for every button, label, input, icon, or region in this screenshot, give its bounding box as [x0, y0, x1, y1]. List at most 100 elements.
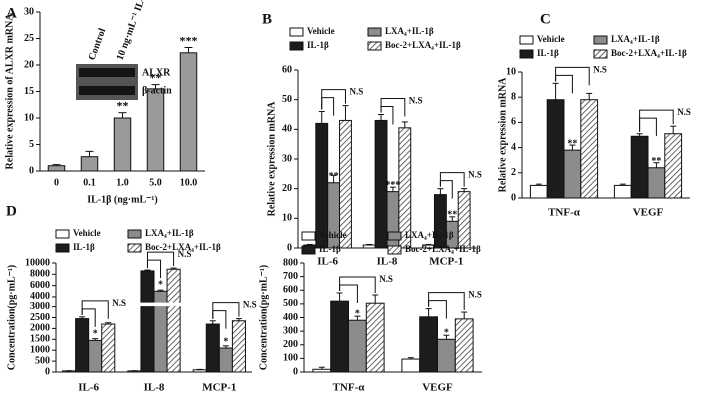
y-tick-label: 200	[283, 339, 298, 350]
y-tick-label: 0	[293, 366, 298, 377]
legend-swatch	[301, 245, 316, 255]
bracket	[555, 66, 590, 86]
bracket	[439, 172, 465, 187]
significance: ***	[180, 33, 198, 47]
legend-swatch	[301, 231, 316, 241]
y-tick-label: 6000	[30, 280, 50, 291]
comparison-label: N.S	[243, 300, 257, 310]
x-tick-label: VEGF	[422, 382, 453, 394]
y-tick-label: 3000	[30, 301, 50, 312]
legend-label: Boc-2+LXA₄+IL-1β	[385, 40, 461, 50]
comparison-label: N.S	[468, 290, 482, 300]
significance: *	[355, 309, 360, 320]
axis-break	[166, 302, 182, 307]
legend-swatch	[55, 243, 70, 253]
bar	[401, 358, 421, 373]
bar	[647, 167, 666, 199]
y-tick-label: 0	[29, 165, 34, 176]
y-tick-label: 1000	[30, 344, 50, 355]
lane-label: 10 ng·mL⁻¹ IL-1β	[115, 0, 151, 62]
blot-band	[79, 68, 135, 77]
band-label: β-actin	[142, 85, 172, 96]
bracket	[321, 89, 346, 110]
y-tick-label: 25	[24, 33, 34, 44]
significance: *	[158, 280, 163, 291]
y-tick-label: 20	[24, 59, 34, 70]
bar	[454, 318, 474, 373]
comparison-label: N.S	[178, 249, 192, 259]
y-tick-label: 2000	[30, 323, 50, 334]
legend-label: Boc-2+LXA₄+IL-1β	[611, 48, 687, 58]
bar	[146, 88, 165, 172]
x-tick-label: IL-8	[377, 256, 398, 268]
y-tick-label: 30	[282, 153, 292, 164]
legend-swatch	[593, 49, 608, 59]
y-tick-label: 5	[29, 139, 34, 150]
y-tick-label: 20	[282, 183, 292, 194]
comparison-label: N.S	[112, 298, 126, 308]
legend-swatch	[387, 231, 402, 241]
axis-break	[87, 302, 103, 307]
bracket	[380, 98, 406, 117]
bar	[166, 268, 181, 373]
bracket	[428, 300, 447, 319]
significance: **	[117, 98, 129, 112]
bar	[205, 323, 220, 373]
bracket	[146, 251, 175, 269]
y-axis-label: Concentration(pg·mL⁻¹)	[6, 265, 17, 371]
significance: *	[444, 328, 449, 339]
bracket	[339, 284, 358, 303]
comparison-label: N.S	[593, 64, 607, 74]
bracket	[212, 302, 240, 319]
bar	[365, 302, 385, 373]
bracket	[428, 292, 465, 311]
bar	[457, 191, 471, 249]
y-tick-label: 60	[282, 64, 292, 75]
legend-label: Vehicle	[319, 230, 347, 240]
legend-label: LXA₄+IL-1β	[385, 26, 434, 36]
significance: **	[150, 70, 162, 84]
axis-break	[61, 302, 77, 307]
y-axis-label: Concentration(pg·mL⁻¹)	[258, 265, 269, 371]
y-axis-label: Relative expression mRNA	[266, 101, 277, 217]
bar	[348, 319, 367, 373]
bar	[192, 369, 207, 373]
x-tick-label: TNF-α	[333, 382, 366, 394]
bar	[218, 347, 233, 373]
significance: ***	[385, 180, 400, 191]
blot-band	[79, 86, 135, 95]
x-tick-label: IL-8	[144, 382, 165, 394]
bar	[179, 52, 198, 172]
bar	[580, 99, 599, 199]
bar	[140, 270, 155, 373]
x-tick-label: IL-6	[78, 382, 99, 394]
legend-label: LXA₄+IL-1β	[611, 34, 660, 44]
legend-swatch	[367, 27, 382, 37]
x-axis-label: IL-1β (ng·mL⁻¹)	[87, 194, 158, 205]
y-tick-label: 0	[511, 192, 516, 203]
significance: **	[329, 171, 339, 182]
bar	[312, 368, 332, 373]
x-tick-label: MCP-1	[202, 382, 236, 394]
y-tick-label: 15	[24, 86, 34, 97]
y-tick-label: 400	[283, 312, 298, 323]
significance: **	[447, 210, 457, 221]
bracket	[81, 300, 109, 319]
bar	[630, 135, 649, 199]
bracket	[555, 74, 573, 94]
bar	[88, 339, 103, 373]
comparison-label: N.S	[379, 274, 393, 284]
comparison-label: N.S	[349, 87, 363, 97]
bar	[339, 119, 352, 249]
bar	[664, 133, 683, 199]
bar	[101, 323, 116, 373]
bar	[546, 99, 565, 199]
bar	[231, 320, 246, 373]
axis-break	[192, 302, 208, 307]
y-tick-label: 40	[282, 124, 292, 135]
significance: *	[223, 336, 228, 347]
axis-break	[126, 302, 142, 307]
bracket	[639, 109, 674, 132]
bracket	[321, 97, 335, 116]
